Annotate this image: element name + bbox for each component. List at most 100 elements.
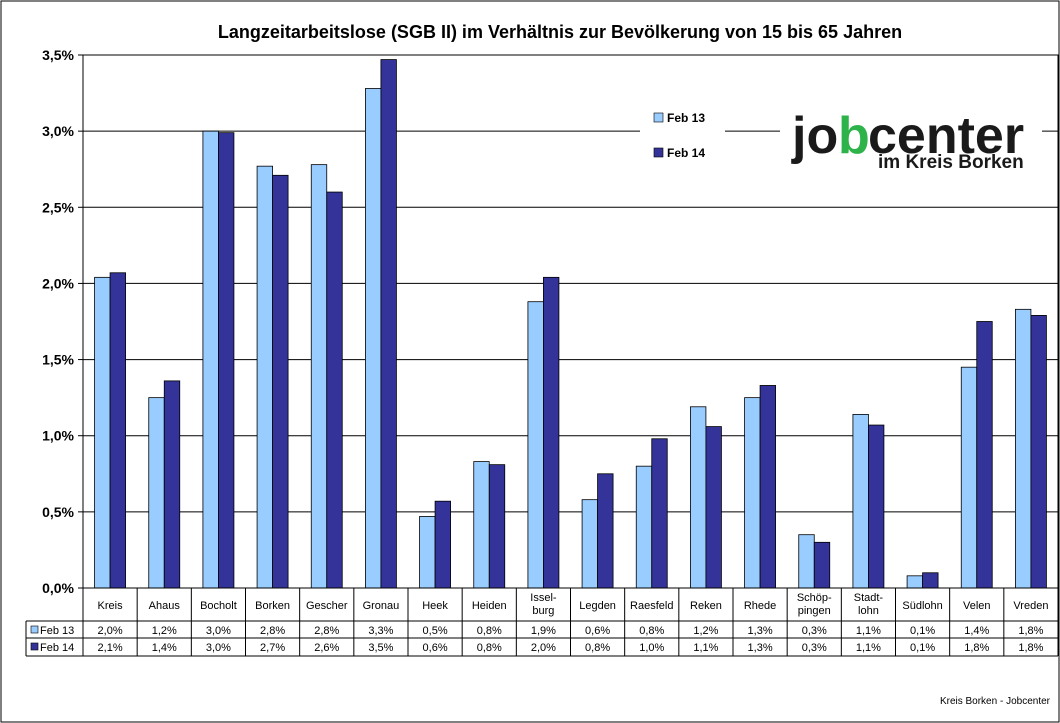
bar xyxy=(109,272,126,589)
y-tick-label: 0,5% xyxy=(42,504,74,520)
table-value-cell: 0,6% xyxy=(423,642,448,654)
table-value-cell: 0,3% xyxy=(802,642,827,654)
bar xyxy=(744,397,761,589)
bar xyxy=(798,534,815,589)
category-label: Südlohn xyxy=(902,600,942,612)
table-value-cell: 0,8% xyxy=(477,625,502,637)
y-tick-label: 1,0% xyxy=(42,428,74,444)
category-label: Borken xyxy=(255,600,290,612)
category-label: Raesfeld xyxy=(630,600,673,612)
category-label: Legden xyxy=(579,600,616,612)
table-value-cell: 1,8% xyxy=(1018,625,1043,637)
bar xyxy=(906,575,923,589)
category-label: Stadt-lohn xyxy=(854,592,884,617)
category-label: Reken xyxy=(690,600,722,612)
table-value-cell: 3,3% xyxy=(368,625,393,637)
bar xyxy=(434,500,451,589)
bar xyxy=(976,321,993,589)
table-value-cell: 0,8% xyxy=(477,642,502,654)
y-tick-label: 2,0% xyxy=(42,275,74,291)
table-value-cell: 2,8% xyxy=(314,625,339,637)
table-value-cell: 2,7% xyxy=(260,642,285,654)
table-value-cell: 0,1% xyxy=(910,625,935,637)
table-value-cell: 0,3% xyxy=(802,625,827,637)
category-label: Gronau xyxy=(363,600,400,612)
footer-credit: Kreis Borken - Jobcenter xyxy=(940,696,1051,707)
jobcenter-logo: jo b center im Kreis Borken xyxy=(780,98,1042,173)
legend-swatch-feb13 xyxy=(653,112,664,123)
bar xyxy=(543,276,560,589)
category-label: Heiden xyxy=(472,600,507,612)
table-value-cell: 1,4% xyxy=(152,642,177,654)
legend-swatch-feb14 xyxy=(653,147,664,158)
category-label: Rhede xyxy=(744,600,776,612)
bar xyxy=(922,572,939,589)
table-value-cell: 0,6% xyxy=(585,625,610,637)
bar xyxy=(1030,315,1047,589)
logo-subtitle: im Kreis Borken xyxy=(878,152,1024,173)
table-value-cell: 1,1% xyxy=(693,642,718,654)
y-tick-label: 2,5% xyxy=(42,199,74,215)
legend-label-feb14: Feb 14 xyxy=(667,146,705,160)
bar xyxy=(148,397,165,589)
bar xyxy=(705,426,722,589)
bar xyxy=(202,130,219,589)
bar xyxy=(473,461,490,589)
bar xyxy=(163,380,181,589)
bar xyxy=(581,499,598,589)
bar xyxy=(690,406,707,589)
bar xyxy=(597,473,614,589)
table-value-cell: 3,0% xyxy=(206,625,231,637)
bar xyxy=(326,191,343,589)
bar xyxy=(256,165,273,589)
bar xyxy=(868,424,885,589)
table-value-cell: 1,3% xyxy=(748,625,773,637)
bar xyxy=(419,516,436,589)
table-value-cell: 1,8% xyxy=(1018,642,1043,654)
bar xyxy=(1015,308,1032,589)
bar xyxy=(272,174,289,589)
category-label: Heek xyxy=(422,600,448,612)
bar xyxy=(310,164,328,589)
table-value-cell: 1,1% xyxy=(856,625,881,637)
bar xyxy=(651,438,668,589)
logo-background xyxy=(780,98,1042,172)
table-value-cell: 1,2% xyxy=(693,625,718,637)
table-series-label: Feb 14 xyxy=(40,642,74,654)
table-value-cell: 0,8% xyxy=(639,625,664,637)
legend-box xyxy=(640,100,725,170)
logo-text-center: center xyxy=(868,107,1024,165)
table-value-cell: 2,0% xyxy=(98,625,123,637)
table-value-cell: 2,0% xyxy=(531,642,556,654)
bar xyxy=(380,59,397,589)
y-tick-label: 3,5% xyxy=(42,47,74,63)
table-value-cell: 1,1% xyxy=(856,642,881,654)
category-label: Schöp-pingen xyxy=(797,592,832,617)
bar xyxy=(813,541,831,589)
table-value-cell: 2,6% xyxy=(314,642,339,654)
legend: Feb 13 Feb 14 xyxy=(640,100,725,170)
y-tick-label: 3,0% xyxy=(42,123,74,139)
bar xyxy=(365,88,382,589)
bar xyxy=(960,366,978,589)
table-value-cell: 0,1% xyxy=(910,642,935,654)
category-label: Bocholt xyxy=(200,600,237,612)
table-value-cell: 3,5% xyxy=(368,642,393,654)
y-tick-label: 1,5% xyxy=(42,352,74,368)
y-tick-label: 0,0% xyxy=(42,580,74,596)
table-value-cell: 1,8% xyxy=(964,642,989,654)
table-legend-swatch xyxy=(30,625,39,634)
category-label: Issel-burg xyxy=(530,592,557,617)
category-label: Velen xyxy=(963,600,991,612)
logo-text-jo: jo xyxy=(791,107,838,165)
bar xyxy=(527,301,544,589)
bar xyxy=(94,276,111,589)
category-label: Ahaus xyxy=(149,600,181,612)
table-value-cell: 3,0% xyxy=(206,642,231,654)
table-value-cell: 1,0% xyxy=(639,642,664,654)
category-label: Gescher xyxy=(306,600,348,612)
chart-title: Langzeitarbeitslose (SGB II) im Verhältn… xyxy=(218,22,902,42)
bar xyxy=(759,385,776,589)
legend-label-feb13: Feb 13 xyxy=(667,111,705,125)
